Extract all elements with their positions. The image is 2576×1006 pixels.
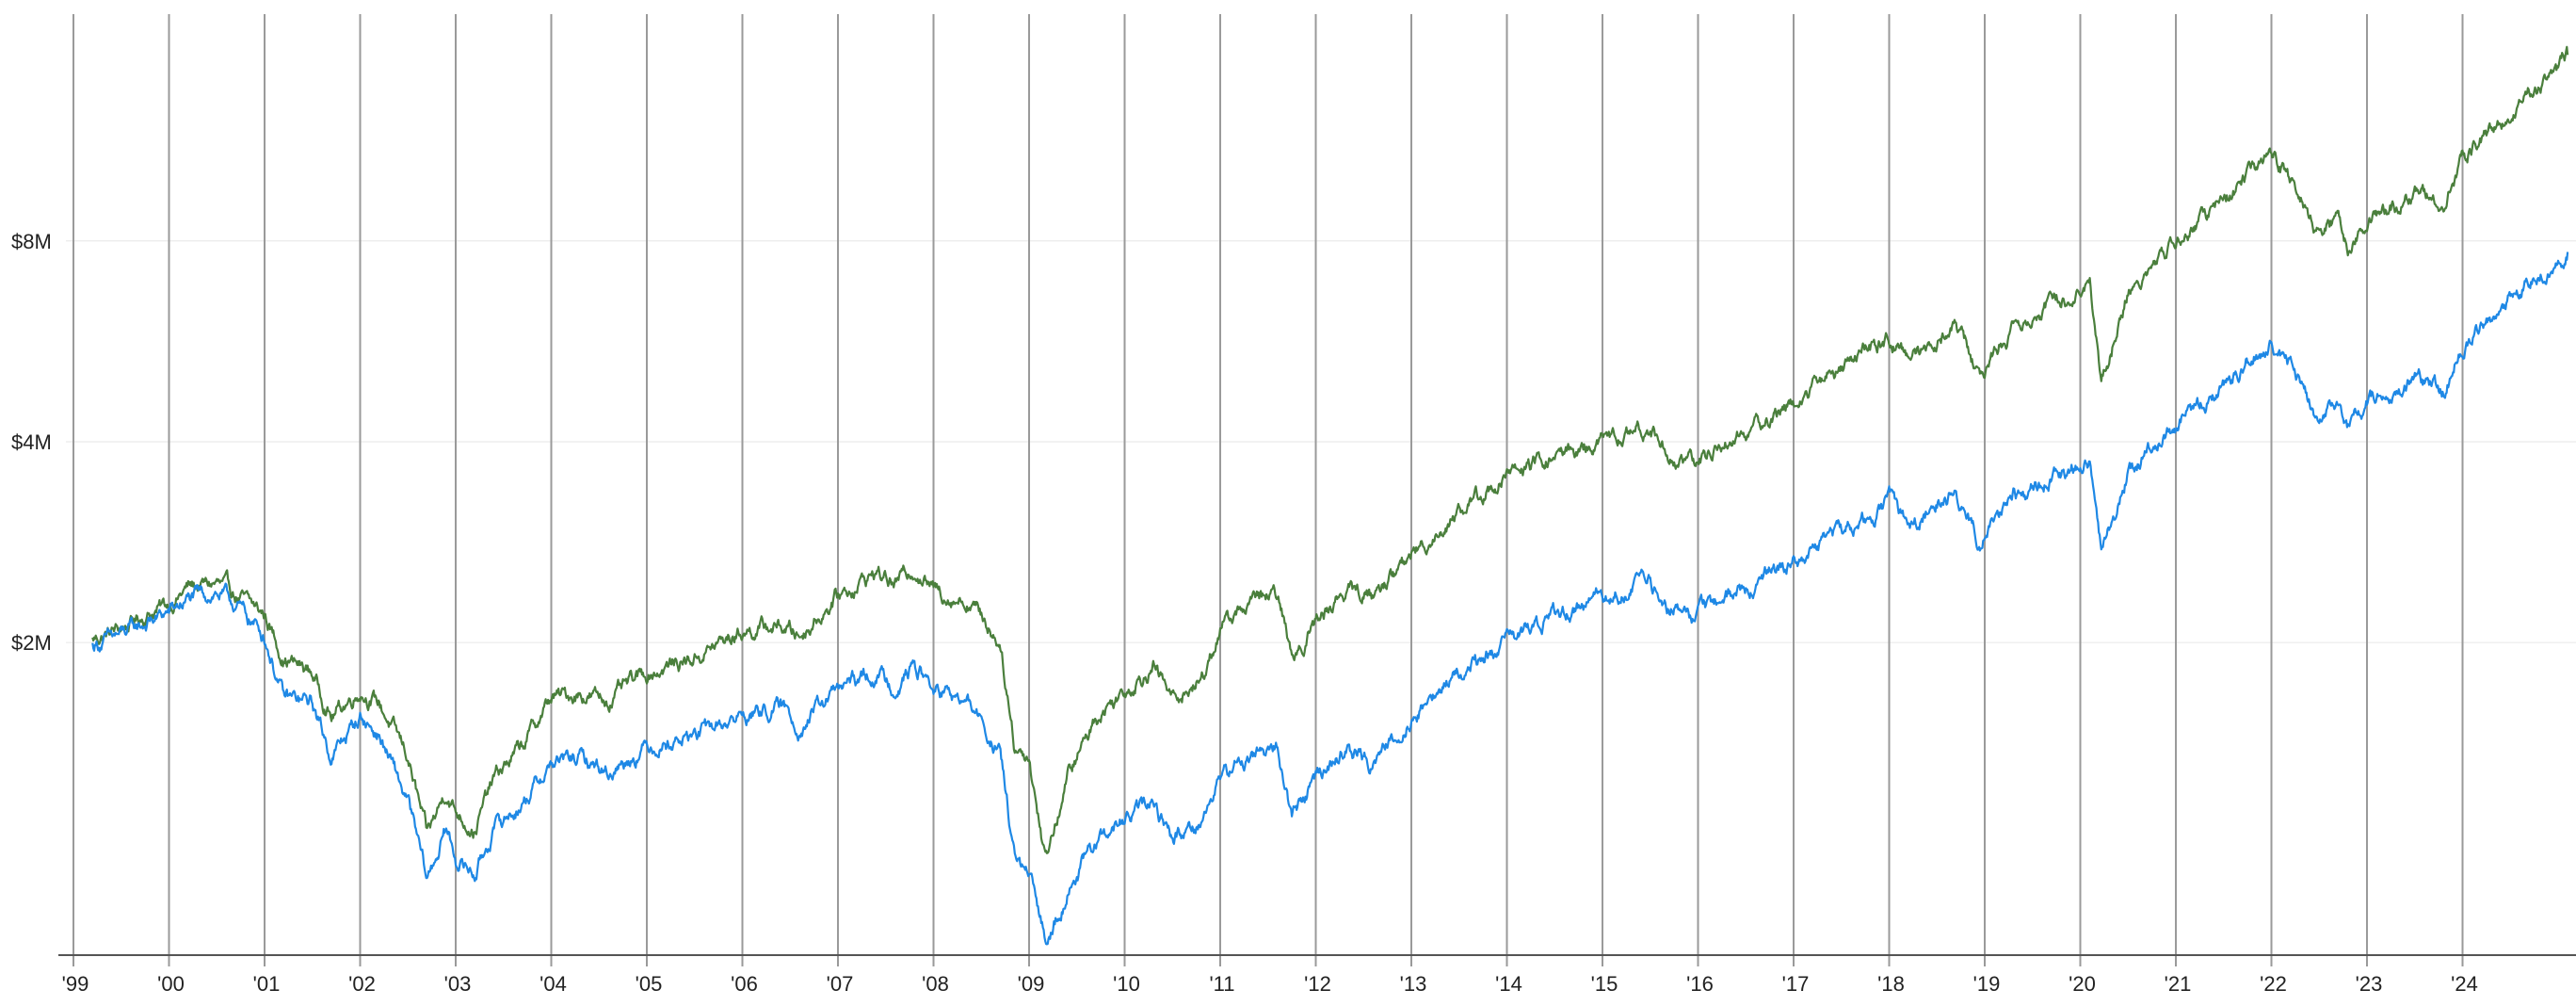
x-tick-label: '09	[1018, 972, 1045, 996]
x-tick-label: '23	[2356, 972, 2383, 996]
x-tick-label: '17	[1782, 972, 1810, 996]
series-line-1	[91, 45, 2569, 854]
x-tick-label: '10	[1113, 972, 1140, 996]
x-tick-label: '19	[1973, 972, 2001, 996]
x-tick-label: '05	[636, 972, 663, 996]
y-tick-label: $2M	[11, 631, 52, 655]
y-tick-label: $4M	[11, 430, 52, 454]
x-tick-label: '01	[253, 972, 281, 996]
x-tick-label: '13	[1400, 972, 1427, 996]
x-tick-label: '99	[62, 972, 89, 996]
x-tick-label: '07	[827, 972, 854, 996]
x-tick-label: '06	[731, 972, 758, 996]
vertical-gridlines	[72, 14, 2464, 966]
x-tick-label: '04	[539, 972, 567, 996]
x-tick-label: '02	[348, 972, 376, 996]
x-tick-label: '18	[1877, 972, 1905, 996]
series-layer	[91, 45, 2569, 946]
y-axis-tick-labels: $2M $4M $8M	[11, 230, 52, 655]
x-tick-label: '11	[1209, 972, 1234, 996]
series-line-2	[91, 252, 2569, 946]
x-axis-tick-labels: '99 '00 '01 '02 '03 '04 '05 '06 '07 '08 '09 '10 '11 '…	[62, 972, 2478, 996]
x-tick-label: '00	[157, 972, 185, 996]
y-tick-label: $8M	[11, 230, 52, 253]
x-tick-label: '08	[922, 972, 949, 996]
x-tick-label: '22	[2260, 972, 2287, 996]
x-tick-label: '21	[2165, 972, 2192, 996]
x-tick-label: '12	[1304, 972, 1331, 996]
horizontal-gridlines	[66, 240, 2576, 643]
x-tick-label: '15	[1591, 972, 1618, 996]
x-tick-label: '20	[2069, 972, 2096, 996]
x-tick-label: '24	[2451, 972, 2478, 996]
x-tick-label: '03	[444, 972, 472, 996]
x-tick-label: '14	[1495, 972, 1522, 996]
x-tick-label: '16	[1686, 972, 1714, 996]
